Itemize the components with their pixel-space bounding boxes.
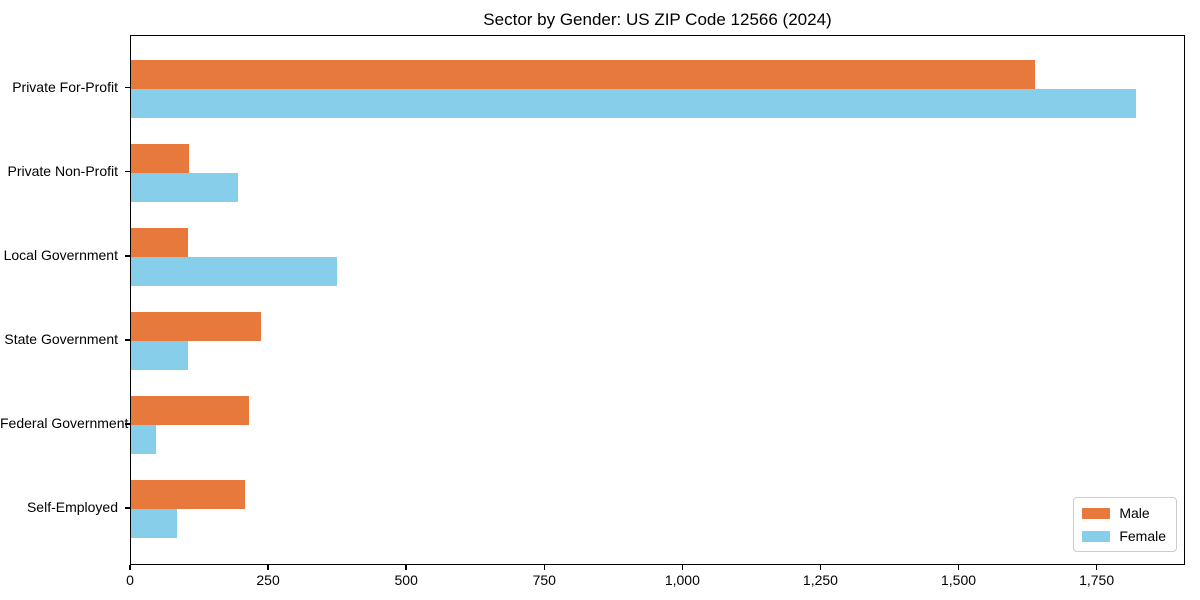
bar-male-2 xyxy=(131,227,188,257)
x-tick-mark xyxy=(267,565,269,570)
legend-swatch-female xyxy=(1082,530,1111,542)
x-tick-mark xyxy=(957,565,960,570)
x-tick-label: 1,500 xyxy=(941,572,977,588)
bar-male-5 xyxy=(131,480,245,509)
legend-label: Male xyxy=(1119,505,1150,521)
y-axis-label: Local Government xyxy=(3,246,118,263)
plot-area: Male Female xyxy=(130,35,1185,565)
x-tick-label: 250 xyxy=(256,572,280,588)
legend-item-male: Male xyxy=(1082,505,1166,521)
bar-female-0 xyxy=(131,88,1136,118)
x-tick-mark xyxy=(543,565,545,570)
y-axis-label: State Government xyxy=(4,330,118,347)
legend-item-female: Female xyxy=(1082,528,1166,544)
y-axis-label: Private For-Profit xyxy=(12,78,118,95)
bar-female-1 xyxy=(131,172,239,202)
x-tick-label: 750 xyxy=(532,572,556,588)
y-tick-mark xyxy=(125,87,130,89)
x-tick-label: 500 xyxy=(394,572,418,588)
bar-female-3 xyxy=(131,340,188,370)
x-tick-mark xyxy=(819,565,822,570)
legend-label: Female xyxy=(1119,528,1166,544)
y-axis-label: Self-Employed xyxy=(26,499,118,515)
y-axis-label: Federal Government xyxy=(0,414,129,431)
x-tick-label: 1,250 xyxy=(802,572,838,588)
x-tick-mark xyxy=(1095,565,1098,570)
y-tick-mark xyxy=(125,255,130,257)
y-tick-mark xyxy=(125,171,130,173)
y-tick-mark xyxy=(125,423,130,425)
bar-female-5 xyxy=(131,509,178,538)
bar-male-0 xyxy=(131,59,1035,89)
bar-female-2 xyxy=(131,256,338,286)
chart-title: Sector by Gender: US ZIP Code 12566 (202… xyxy=(483,10,832,29)
bar-male-3 xyxy=(131,311,261,341)
x-tick-mark xyxy=(681,565,684,570)
y-axis-label: Private Non-Profit xyxy=(7,162,118,179)
x-tick-label: 1,000 xyxy=(664,572,700,588)
legend: Male Female xyxy=(1073,497,1177,552)
bar-male-1 xyxy=(131,143,189,173)
x-tick-label: 1,750 xyxy=(1079,572,1115,588)
legend-swatch-male xyxy=(1082,507,1111,519)
x-tick-mark xyxy=(405,565,407,570)
x-tick-label: 0 xyxy=(126,572,134,588)
bar-male-4 xyxy=(131,395,249,425)
y-tick-mark xyxy=(125,507,130,509)
bar-female-4 xyxy=(131,424,157,454)
x-tick-mark xyxy=(129,565,131,570)
y-tick-mark xyxy=(125,339,130,341)
